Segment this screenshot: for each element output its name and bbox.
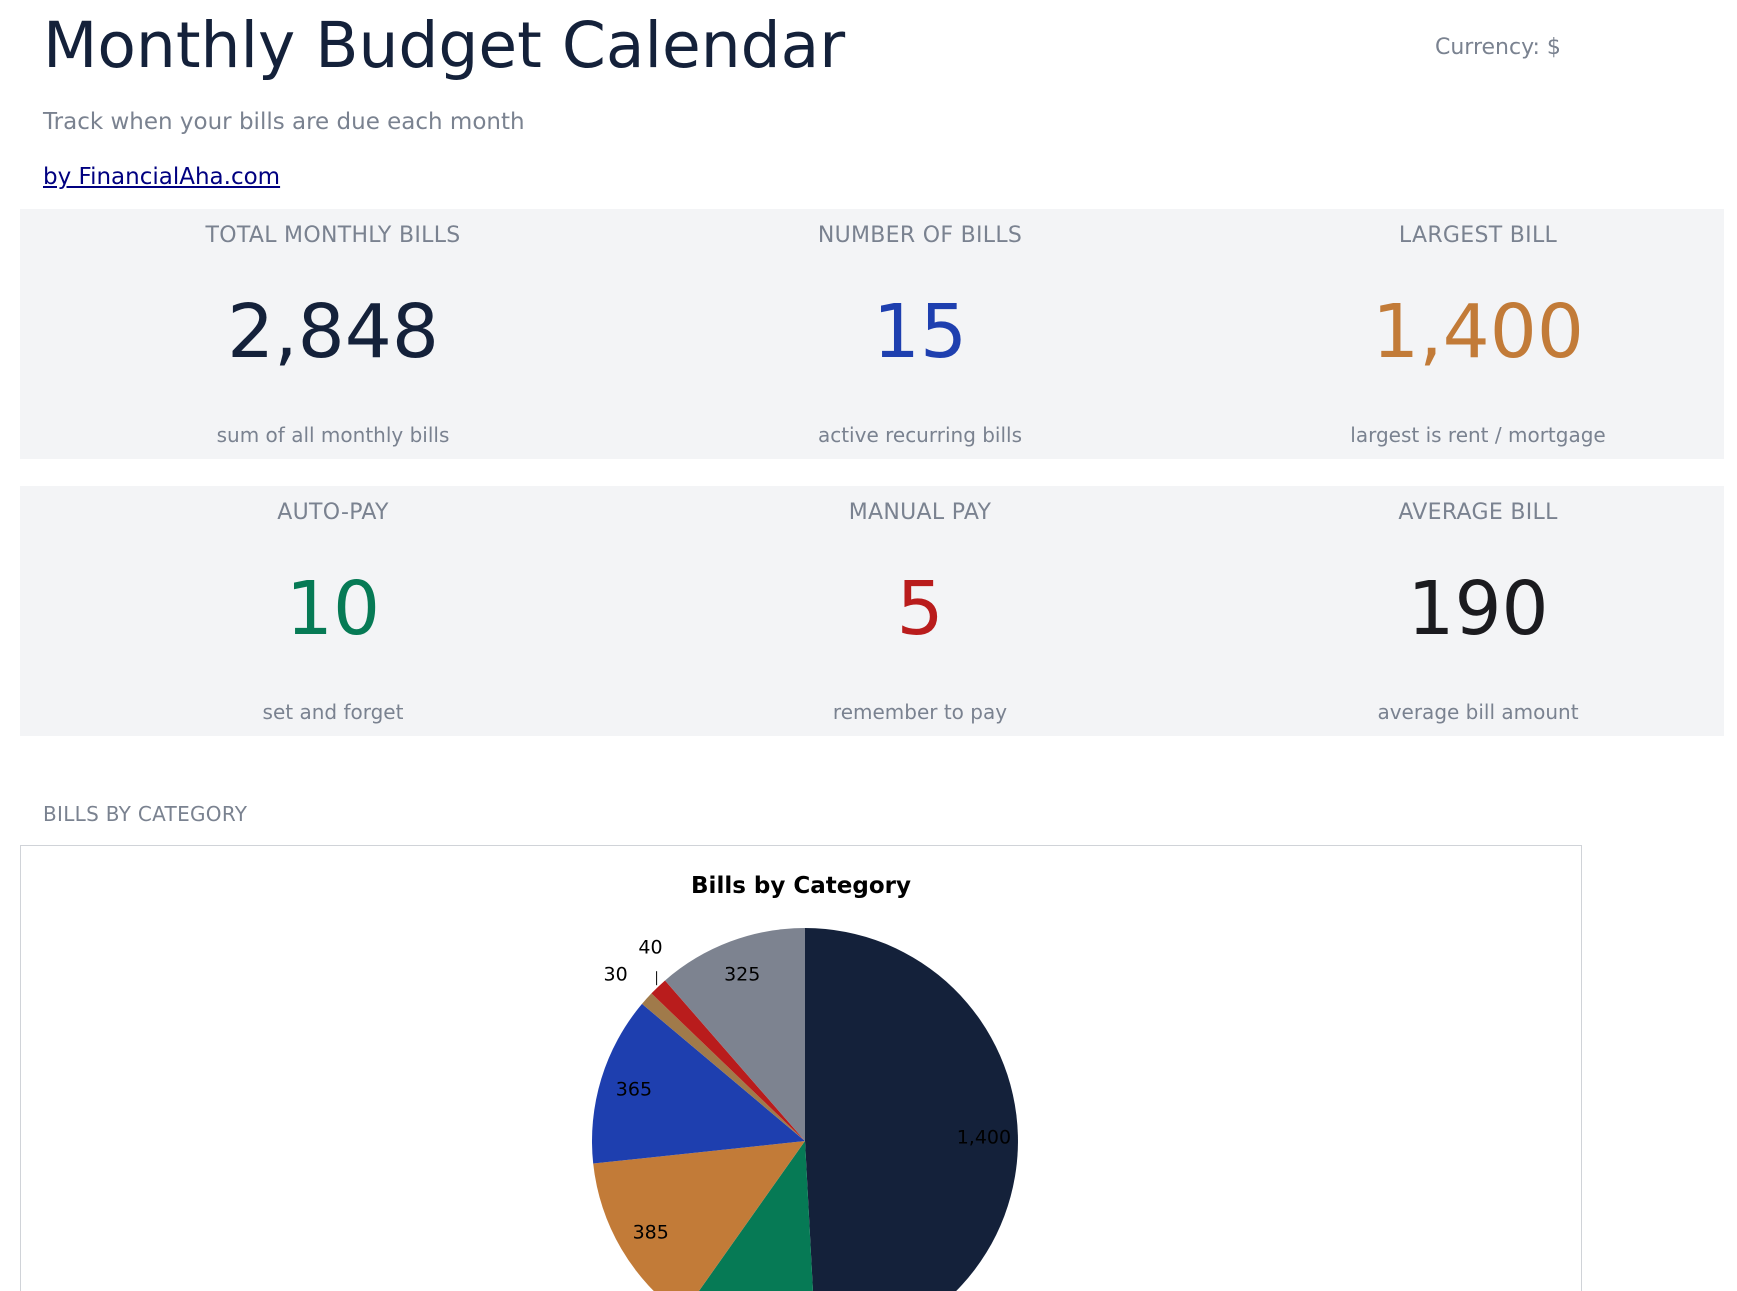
stat-caption: sum of all monthly bills [216, 423, 450, 447]
section-heading-bills-by-category: BILLS BY CATEGORY [43, 802, 248, 826]
pie-slice-5 [651, 980, 805, 1141]
stat-card-number-of-bills: NUMBER OF BILLS 15 active recurring bill… [640, 209, 1200, 459]
stat-value: 2,848 [227, 289, 439, 375]
pie-slice-label-0: 1,400 [957, 1126, 1011, 1148]
pie-slices [591, 928, 1018, 1291]
pie-chart-panel: Bills by Category 1,400 385 365 30 40 325 [20, 845, 1582, 1291]
pie-slice-label-2: 385 [633, 1222, 669, 1244]
page-title: Monthly Budget Calendar [43, 9, 846, 82]
stat-caption: largest is rent / mortgage [1350, 423, 1606, 447]
pie-slice-0 [805, 928, 1018, 1291]
pie-slice-6 [665, 928, 805, 1141]
stat-value: 1,400 [1372, 289, 1584, 375]
pie-slice-label-6: 325 [724, 964, 760, 986]
stat-label: AVERAGE BILL [1398, 500, 1558, 525]
page-subtitle: Track when your bills are due each month [43, 109, 525, 135]
stat-value: 190 [1407, 566, 1549, 652]
stat-label: AUTO-PAY [277, 500, 389, 525]
pie-labels: 1,400 385 365 30 40 325 [604, 936, 1012, 1243]
stat-value: 5 [896, 566, 944, 652]
stats-row-2: AUTO-PAY 10 set and forget MANUAL PAY 5 … [20, 486, 1724, 736]
stat-label: NUMBER OF BILLS [817, 223, 1023, 248]
currency-label: Currency: $ [1435, 35, 1561, 60]
stat-caption: active recurring bills [817, 423, 1023, 447]
stat-label: LARGEST BILL [1398, 223, 1558, 248]
stat-card-average-bill: AVERAGE BILL 190 average bill amount [1198, 486, 1737, 736]
stat-value: 15 [872, 289, 968, 375]
byline-link[interactable]: by FinancialAha.com [43, 164, 281, 190]
pie-slice-label-4: 30 [604, 964, 628, 986]
stat-value: 10 [285, 566, 381, 652]
pie-slice-4 [642, 993, 805, 1141]
stats-row-1: TOTAL MONTHLY BILLS 2,848 sum of all mon… [20, 209, 1724, 459]
stat-caption: remember to pay [832, 700, 1008, 724]
stat-card-auto-pay: AUTO-PAY 10 set and forget [53, 486, 613, 736]
stat-label: TOTAL MONTHLY BILLS [205, 223, 461, 248]
stat-caption: set and forget [262, 700, 404, 724]
stat-card-largest-bill: LARGEST BILL 1,400 largest is rent / mor… [1198, 209, 1737, 459]
pie-slice-3 [591, 1003, 805, 1164]
pie-chart: Bills by Category 1,400 385 365 30 40 325 [591, 873, 1018, 1291]
chart-title: Bills by Category [691, 873, 911, 899]
stat-card-manual-pay: MANUAL PAY 5 remember to pay [640, 486, 1200, 736]
pie-slice-label-5: 40 [638, 936, 662, 958]
stat-caption: average bill amount [1377, 700, 1579, 724]
pie-slice-label-3: 365 [616, 1079, 652, 1101]
stat-label: MANUAL PAY [848, 500, 992, 525]
pie-slice-2 [593, 1141, 805, 1291]
stat-card-total-monthly-bills: TOTAL MONTHLY BILLS 2,848 sum of all mon… [53, 209, 613, 459]
pie-slice-1 [698, 1141, 813, 1291]
